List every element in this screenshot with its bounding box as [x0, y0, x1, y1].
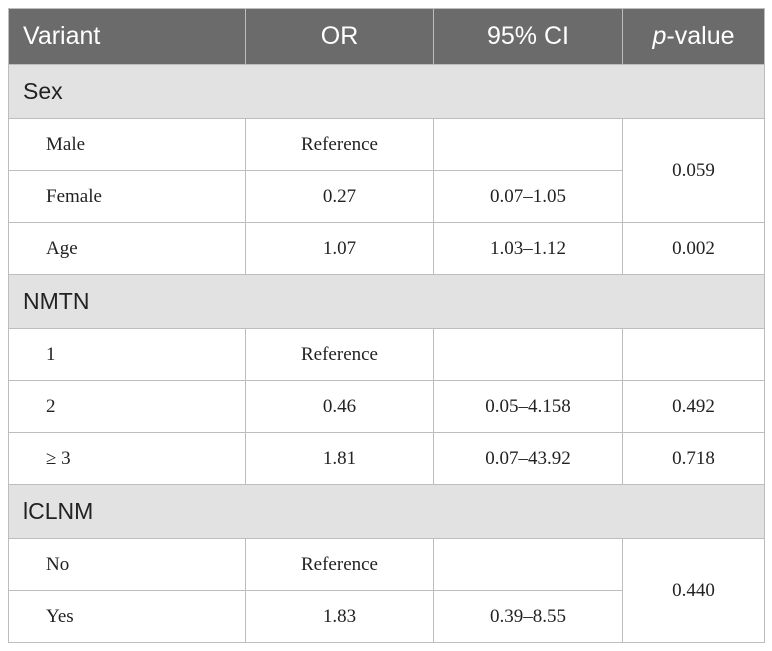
header-cell: Variant [8, 8, 246, 65]
header-cell: OR [245, 8, 434, 65]
row: No Reference 0.440 [8, 538, 765, 643]
p-value: 0.492 [622, 380, 765, 433]
table-header: Variant OR 95% CI p-value [8, 8, 765, 65]
ci: 0.07–43.92 [433, 432, 623, 485]
or: Reference [245, 118, 434, 171]
row: 2 0.46 0.05–4.158 0.492 [8, 380, 765, 433]
header-italic: p [652, 22, 667, 50]
section-title: NMTN [8, 274, 765, 329]
row: ≥ 3 1.81 0.07–43.92 0.718 [8, 432, 765, 485]
ci [433, 328, 623, 381]
row: Male Reference 0.059 [8, 118, 765, 223]
p-value: 0.440 [622, 538, 765, 643]
header-row: Variant OR 95% CI p-value [8, 8, 765, 65]
ci: 0.05–4.158 [433, 380, 623, 433]
results-table: Variant OR 95% CI p-value Sex Male Refer… [8, 8, 765, 643]
label: Female [8, 170, 246, 223]
label: 1 [8, 328, 246, 381]
section-title: Sex [8, 64, 765, 119]
header-cell: p-value [622, 8, 765, 65]
or: 1.07 [245, 222, 434, 275]
header-text: -value [666, 22, 735, 50]
section-row: lCLNM [8, 484, 765, 539]
label: Age [8, 222, 246, 275]
or: Reference [245, 328, 434, 381]
or: 1.81 [245, 432, 434, 485]
row: Female 0.27 0.07–1.05 [8, 170, 765, 223]
section-row: NMTN [8, 274, 765, 329]
table-body: Sex Male Reference 0.059 Female 0.27 0.0… [8, 64, 765, 643]
or: Reference [245, 538, 434, 591]
header-cell: 95% CI [433, 8, 623, 65]
ci [433, 118, 623, 171]
label: Yes [8, 590, 246, 643]
section-title: lCLNM [8, 484, 765, 539]
label: 2 [8, 380, 246, 433]
label: No [8, 538, 246, 591]
p-value: 0.059 [622, 118, 765, 223]
or: 0.46 [245, 380, 434, 433]
p-value: 0.718 [622, 432, 765, 485]
row: 1 Reference [8, 328, 765, 381]
row: Yes 1.83 0.39–8.55 [8, 590, 765, 643]
p-value: 0.002 [622, 222, 765, 275]
or: 1.83 [245, 590, 434, 643]
label: ≥ 3 [8, 432, 246, 485]
p-value [622, 328, 765, 381]
ci: 0.39–8.55 [433, 590, 623, 643]
ci [433, 538, 623, 591]
label: Male [8, 118, 246, 171]
section-row: Sex [8, 64, 765, 119]
row: Age 1.07 1.03–1.12 0.002 [8, 222, 765, 275]
or: 0.27 [245, 170, 434, 223]
ci: 1.03–1.12 [433, 222, 623, 275]
ci: 0.07–1.05 [433, 170, 623, 223]
